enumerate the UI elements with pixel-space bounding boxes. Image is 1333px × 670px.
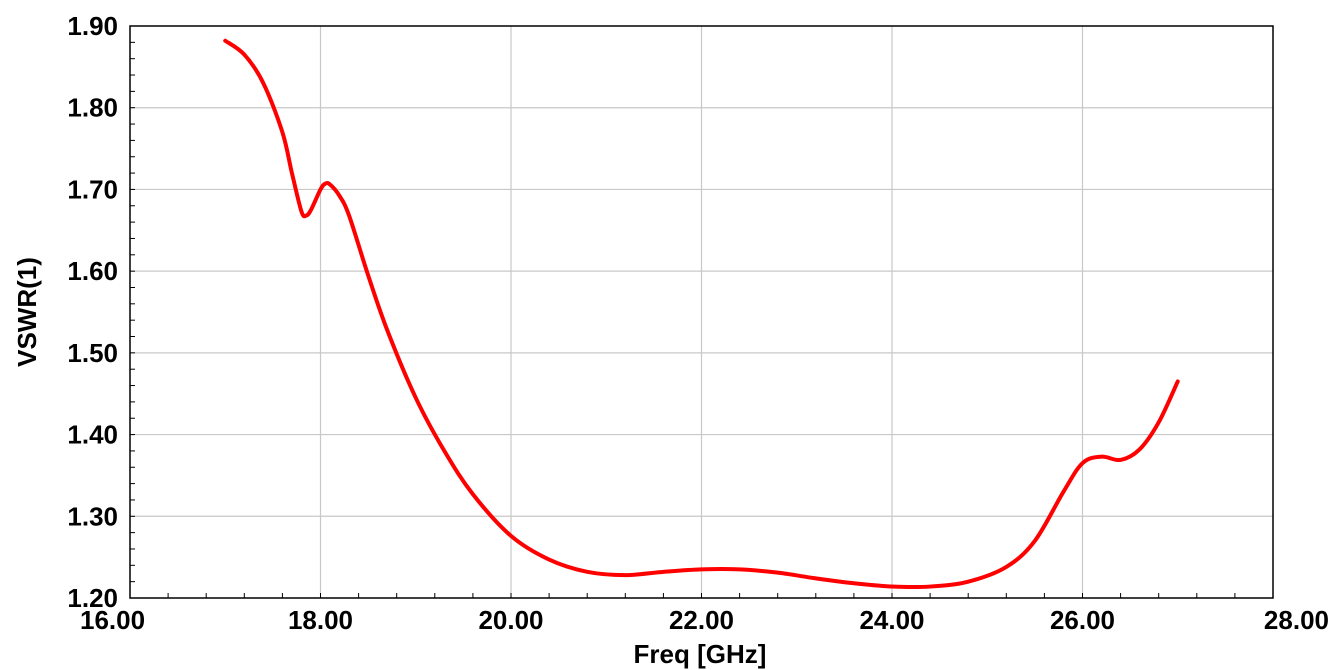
x-tick-label: 20.00 <box>478 605 543 635</box>
y-tick-labels: 1.20 1.30 1.40 1.50 1.60 1.70 1.80 1.90 <box>67 11 118 613</box>
grid-lines <box>130 26 1273 598</box>
y-tick-label: 1.60 <box>67 256 118 286</box>
y-tick-label: 1.40 <box>67 420 118 450</box>
y-tick-label: 1.70 <box>67 174 118 204</box>
y-tick-label: 1.80 <box>67 93 118 123</box>
x-tick-label: 18.00 <box>288 605 353 635</box>
x-tick-label: 28.00 <box>1264 605 1329 635</box>
x-axis-title: Freq [GHz] <box>634 639 767 669</box>
x-tick-label: 22.00 <box>669 605 734 635</box>
y-tick-label: 1.30 <box>67 501 118 531</box>
y-axis-title: VSWR(1) <box>12 257 42 367</box>
x-tick-labels: 16.00 18.00 20.00 22.00 24.00 26.00 28.00 <box>80 605 1329 635</box>
x-tick-label: 16.00 <box>80 605 145 635</box>
minor-ticks <box>129 25 1274 599</box>
x-tick-label: 24.00 <box>859 605 924 635</box>
y-tick-label: 1.20 <box>67 583 118 613</box>
vswr-series-line <box>223 38 1180 590</box>
y-tick-label: 1.50 <box>67 338 118 368</box>
y-tick-label: 1.90 <box>67 11 118 41</box>
x-tick-label: 26.00 <box>1050 605 1115 635</box>
